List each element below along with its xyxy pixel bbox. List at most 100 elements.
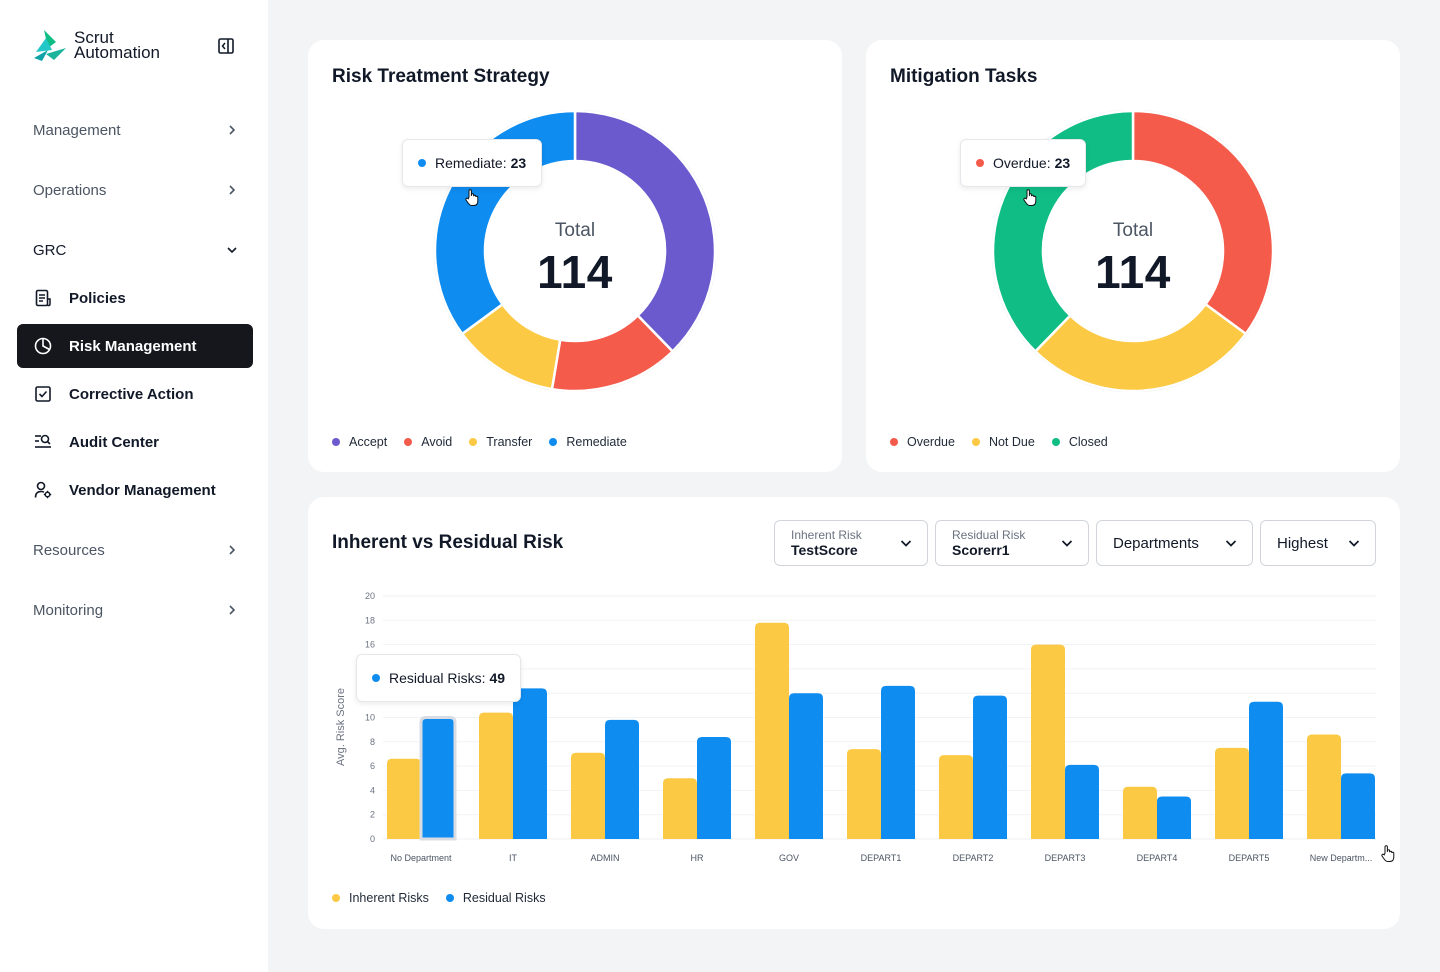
chevron-right-icon [229,605,236,615]
bar-inherent[interactable] [1215,747,1249,839]
bar-inherent[interactable] [847,749,881,839]
legend-dot [971,438,980,446]
donut-total-value: 114 [537,246,613,298]
residual-risk-dropdown[interactable]: Residual Risk Scorerr1 [935,520,1089,566]
legend-item-avoid[interactable]: Avoid [404,435,452,449]
bar-residual[interactable] [789,693,823,839]
y-tick-label: 2 [370,810,375,820]
donut-slice-not-due[interactable] [1033,302,1248,392]
legend-label: Accept [349,435,388,449]
nav-section-monitoring[interactable]: Monitoring [33,598,238,622]
chevron-right-icon [229,125,236,135]
x-tick-label: DEPART3 [1045,853,1086,863]
nav-section-label: Monitoring [33,601,104,619]
sidebar-item-label: Audit Center [69,433,159,451]
chevron-down-icon [1225,540,1237,547]
bar-residual[interactable] [973,695,1007,839]
bar-residual[interactable] [1065,764,1099,839]
legend-item-transfer[interactable]: Transfer [469,435,532,449]
scrut-logo-icon [34,30,66,61]
chevron-down-icon [1348,540,1360,547]
tooltip-value: 49 [489,670,506,686]
legend-item-not-due[interactable]: Not Due [971,435,1035,449]
sidebar-item-corrective-action[interactable]: Corrective Action [17,372,253,416]
dropdown-value: TestScore [791,541,858,558]
bar-residual[interactable] [1341,773,1375,839]
sidebar-item-risk-management[interactable]: Risk Management [17,324,253,368]
tooltip-dot [418,159,426,167]
legend-item-remediate[interactable]: Remediate [549,435,627,449]
nav-section-label: Operations [33,181,107,199]
nav-section-management[interactable]: Management [33,118,238,142]
sidebar-item-vendor-management[interactable]: Vendor Management [17,468,253,512]
mitigation-tasks-card: Mitigation Tasks Total 114 Overdue: 23 O… [866,40,1400,472]
nav-section-resources[interactable]: Resources [33,538,238,562]
donut-total-label: Total [1112,220,1154,241]
donut-slice-accept[interactable] [573,110,716,354]
legend-dot [445,894,454,902]
risk-treatment-legend: Accept Avoid Transfer Remediate [332,435,644,449]
chevron-down-icon [1061,540,1073,547]
nav-section-grc[interactable]: GRC [33,238,238,262]
departments-dropdown[interactable]: Departments [1096,520,1253,566]
dropdown-label: Inherent Risk [791,527,862,542]
legend-dot [332,894,340,902]
nav-section-operations[interactable]: Operations [33,178,238,202]
y-tick-label: 0 [370,834,375,844]
nav-section-label: Management [33,121,121,139]
collapse-sidebar-icon[interactable] [217,37,235,55]
bar-residual[interactable] [419,716,457,841]
donut-tooltip: Overdue: 23 [960,139,1087,187]
bar-residual[interactable] [513,688,547,839]
sidebar-item-audit-center[interactable]: Audit Center [17,420,253,464]
pie-chart-icon [33,336,53,356]
bar-inherent[interactable] [1123,786,1157,839]
sidebar-item-policies[interactable]: Policies [17,276,253,320]
chevron-down-icon [227,247,237,254]
user-gear-icon [33,480,53,500]
bar-inherent[interactable] [387,758,421,839]
bar-inherent[interactable] [1307,734,1341,839]
tooltip-label: Remediate: [435,155,507,171]
legend-item-overdue[interactable]: Overdue [890,435,955,449]
dropdown-value: Highest [1277,534,1328,552]
brand-logo[interactable]: Scrut Automation [32,28,160,62]
sort-dropdown[interactable]: Highest [1260,520,1376,566]
inherent-risk-dropdown[interactable]: Inherent Risk TestScore [774,520,928,566]
bar-inherent[interactable] [571,752,605,839]
donut-slice-overdue[interactable] [1131,110,1274,336]
x-tick-label: DEPART5 [1229,853,1270,863]
legend-item-closed[interactable]: Closed [1051,435,1108,449]
legend-item-residual[interactable]: Residual Risks [445,891,546,905]
legend-item-accept[interactable]: Accept [332,435,387,449]
bar-inherent[interactable] [939,755,973,839]
bar-inherent[interactable] [755,622,789,839]
brand-name: Scrut Automation [74,29,160,61]
bar-residual[interactable] [697,736,731,839]
x-tick-label: No Department [390,853,452,863]
bar-inherent[interactable] [479,712,513,839]
donut-total-label: Total [554,220,596,241]
bar-residual[interactable] [1249,701,1283,839]
dropdown-value: Departments [1113,534,1199,552]
legend-dot [1051,438,1060,446]
list-search-icon [33,432,53,452]
dropdown-text: Inherent Risk TestScore [791,528,862,559]
legend-label: Residual Risks [462,891,546,905]
x-tick-label: DEPART4 [1137,853,1178,863]
hand-cursor-icon [1023,189,1037,206]
legend-item-inherent[interactable]: Inherent Risks [332,891,429,905]
risk-treatment-card: Risk Treatment Strategy Total 114 Remedi… [308,40,842,472]
bar-residual[interactable] [881,685,915,839]
sidebar: Scrut Automation Management Operations G… [0,0,268,972]
dropdown-value: Scorerr1 [952,541,1010,558]
mitigation-legend: Overdue Not Due Closed [890,435,1125,449]
bar-residual[interactable] [605,719,639,839]
inherent-residual-card: Inherent vs Residual Risk Inherent Risk … [308,497,1400,929]
bar-inherent[interactable] [1031,644,1065,839]
bar-inherent[interactable] [663,778,697,839]
bar-residual[interactable] [1157,796,1191,839]
sidebar-item-label: Risk Management [69,337,197,355]
donut-tooltip: Remediate: 23 [402,139,543,187]
